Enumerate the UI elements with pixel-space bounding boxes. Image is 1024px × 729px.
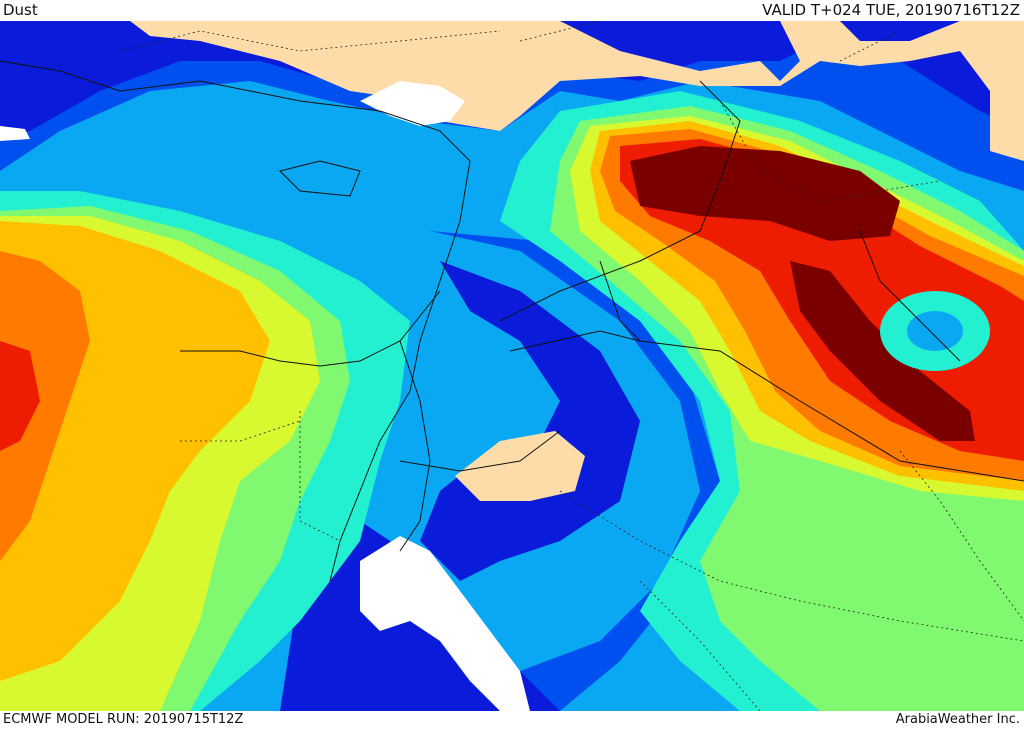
valid-time: VALID T+024 TUE, 20190716T12Z [762, 1, 1020, 19]
country-borders [119, 21, 1024, 711]
credit-label: ArabiaWeather Inc. [895, 712, 1020, 727]
dust-level-7 [0, 251, 90, 561]
dust-level-0-red-sea [420, 261, 640, 581]
field-title: Dust [3, 1, 38, 19]
model-run-label: ECMWF MODEL RUN: 20190715T12Z [3, 712, 244, 727]
dust-level-9-core-north [630, 146, 900, 241]
dust-level-8 [0, 341, 40, 451]
sea-clear-west [0, 126, 30, 141]
land-clear-hijaz [455, 431, 585, 501]
footer-bar: ECMWF MODEL RUN: 20190715T12Z ArabiaWeat… [0, 711, 1024, 729]
header-bar: Dust VALID T+024 TUE, 20190716T12Z [0, 0, 1024, 21]
sea-clear-red-sea [360, 536, 530, 711]
sea-clear-aegean [360, 81, 465, 126]
dust-concentration-map [0, 21, 1024, 711]
land-clear-north [130, 21, 1024, 161]
coastlines [0, 60, 1024, 582]
clean-air-pocket-east-inner [907, 311, 963, 351]
dust-level-9-core-south [790, 261, 975, 441]
